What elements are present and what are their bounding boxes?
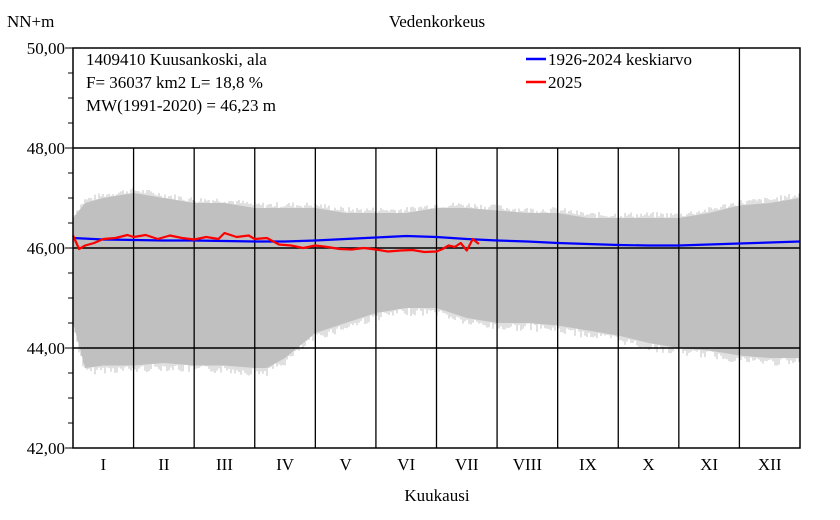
y-tick-label: 48,00 (27, 139, 65, 158)
x-axis-label: Kuukausi (404, 486, 469, 505)
x-tick-label: IV (276, 455, 295, 474)
x-tick-label: VII (455, 455, 479, 474)
x-tick-label: VI (397, 455, 415, 474)
legend-label: 1926-2024 keskiarvo (548, 50, 692, 69)
x-tick-label: XII (758, 455, 782, 474)
x-tick-label: IX (579, 455, 597, 474)
y-tick-label: 50,00 (27, 39, 65, 58)
y-axis-label: NN+m (7, 12, 54, 31)
info-line: MW(1991-2020) = 46,23 m (86, 96, 276, 115)
y-tick-label: 46,00 (27, 239, 65, 258)
x-tick-label: V (339, 455, 352, 474)
x-tick-label: I (100, 455, 106, 474)
chart-title: Vedenkorkeus (389, 12, 485, 31)
info-line: F= 36037 km2 L= 18,8 % (86, 73, 263, 92)
x-tick-label: VIII (513, 455, 543, 474)
x-tick-label: XI (700, 455, 718, 474)
x-tick-label: II (158, 455, 170, 474)
y-tick-label: 42,00 (27, 439, 65, 458)
range-band-texture (72, 187, 800, 376)
series-line-2025 (71, 231, 480, 254)
x-tick-label: X (642, 455, 654, 474)
info-line: 1409410 Kuusankoski, ala (86, 50, 267, 69)
legend-label: 2025 (548, 73, 582, 92)
y-tick-label: 44,00 (27, 339, 65, 358)
x-tick-label: III (216, 455, 233, 474)
